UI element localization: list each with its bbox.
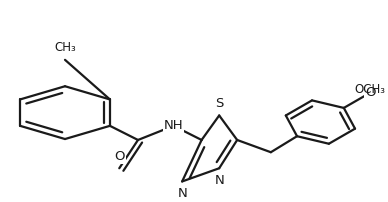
Text: S: S [215, 97, 223, 110]
Text: O: O [365, 86, 375, 99]
Text: O: O [114, 150, 125, 163]
Text: N: N [214, 174, 224, 187]
Text: CH₃: CH₃ [54, 41, 76, 54]
Text: NH: NH [164, 119, 184, 132]
Text: N: N [177, 187, 187, 200]
Text: OCH₃: OCH₃ [355, 83, 386, 96]
